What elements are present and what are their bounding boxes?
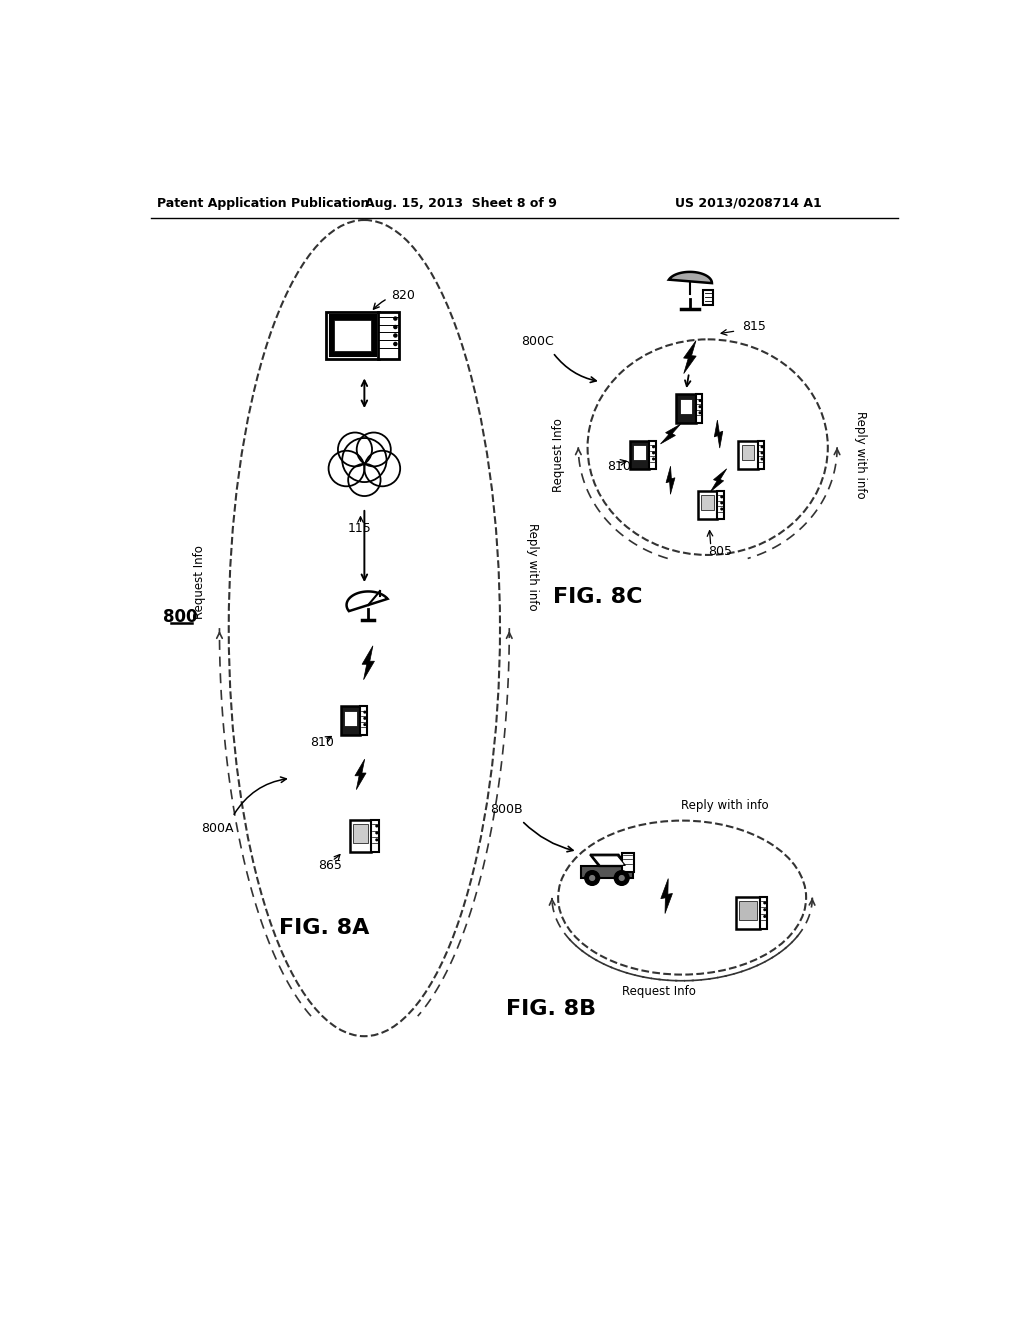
- Text: FIG. 8B: FIG. 8B: [506, 999, 596, 1019]
- Text: Aug. 15, 2013  Sheet 8 of 9: Aug. 15, 2013 Sheet 8 of 9: [366, 197, 557, 210]
- Circle shape: [348, 463, 381, 496]
- Text: Request Info: Request Info: [552, 418, 564, 492]
- Circle shape: [364, 723, 367, 726]
- Circle shape: [394, 334, 397, 337]
- Bar: [334, 321, 372, 351]
- Text: 800C: 800C: [521, 335, 554, 348]
- Bar: [372, 820, 379, 853]
- Text: 810: 810: [310, 735, 334, 748]
- Bar: [581, 866, 633, 878]
- Circle shape: [761, 445, 764, 449]
- Bar: [344, 710, 357, 726]
- Text: 800: 800: [164, 607, 198, 626]
- Bar: [717, 491, 724, 519]
- Bar: [378, 313, 399, 359]
- Circle shape: [763, 902, 766, 904]
- Bar: [349, 820, 372, 853]
- Text: 115: 115: [347, 521, 371, 535]
- Circle shape: [589, 874, 596, 882]
- Text: 805: 805: [708, 545, 732, 557]
- Text: DATA
NETWORK: DATA NETWORK: [333, 453, 396, 480]
- Text: Request Info: Request Info: [622, 985, 696, 998]
- Polygon shape: [711, 469, 727, 492]
- Polygon shape: [362, 645, 375, 680]
- Circle shape: [618, 874, 626, 882]
- Bar: [701, 495, 714, 510]
- Circle shape: [698, 412, 701, 414]
- Circle shape: [761, 458, 764, 461]
- Text: 865: 865: [317, 859, 342, 871]
- Circle shape: [364, 717, 367, 719]
- Text: Reply with info: Reply with info: [854, 411, 867, 499]
- Circle shape: [698, 405, 701, 408]
- Bar: [698, 491, 717, 519]
- Text: 820: 820: [391, 289, 416, 302]
- Bar: [352, 825, 369, 843]
- Bar: [633, 445, 646, 459]
- Polygon shape: [669, 272, 712, 284]
- Circle shape: [394, 317, 397, 321]
- Bar: [735, 896, 760, 929]
- Bar: [327, 313, 379, 359]
- Polygon shape: [590, 854, 627, 866]
- Circle shape: [365, 450, 400, 486]
- Polygon shape: [660, 879, 673, 913]
- Text: 800B: 800B: [489, 803, 522, 816]
- Circle shape: [763, 915, 766, 917]
- Polygon shape: [666, 466, 675, 494]
- Text: 800A: 800A: [201, 822, 233, 834]
- Bar: [738, 441, 758, 469]
- Circle shape: [364, 710, 367, 714]
- Circle shape: [394, 342, 397, 346]
- Text: Request Info: Request Info: [193, 545, 206, 619]
- Bar: [677, 395, 695, 422]
- Circle shape: [585, 871, 600, 886]
- Polygon shape: [715, 420, 723, 447]
- Circle shape: [652, 445, 655, 449]
- Bar: [760, 896, 767, 929]
- Circle shape: [614, 871, 629, 886]
- Circle shape: [356, 433, 391, 466]
- Bar: [739, 902, 757, 920]
- Circle shape: [720, 507, 723, 511]
- Text: Reply with info: Reply with info: [526, 523, 539, 610]
- Polygon shape: [346, 591, 388, 611]
- Text: Reply with info: Reply with info: [681, 799, 769, 812]
- Circle shape: [342, 438, 386, 482]
- Bar: [741, 445, 755, 459]
- Polygon shape: [660, 424, 681, 444]
- Bar: [695, 395, 702, 422]
- Bar: [703, 290, 714, 305]
- Circle shape: [720, 502, 723, 504]
- Circle shape: [698, 399, 701, 403]
- Polygon shape: [355, 759, 367, 789]
- Circle shape: [763, 908, 766, 911]
- Bar: [360, 706, 368, 735]
- Circle shape: [652, 451, 655, 454]
- Bar: [649, 441, 655, 469]
- Circle shape: [338, 433, 372, 466]
- Circle shape: [652, 458, 655, 461]
- Bar: [622, 854, 634, 871]
- Circle shape: [720, 495, 723, 499]
- Polygon shape: [684, 341, 696, 374]
- Text: 815: 815: [741, 319, 766, 333]
- Bar: [330, 315, 376, 355]
- Circle shape: [329, 450, 365, 486]
- Circle shape: [761, 451, 764, 454]
- Text: Patent Application Publication: Patent Application Publication: [158, 197, 370, 210]
- Circle shape: [375, 838, 378, 841]
- Circle shape: [375, 832, 378, 834]
- Bar: [630, 441, 649, 469]
- Text: FIG. 8C: FIG. 8C: [553, 587, 642, 607]
- Text: US 2013/0208714 A1: US 2013/0208714 A1: [675, 197, 821, 210]
- Polygon shape: [592, 855, 626, 866]
- Circle shape: [394, 326, 397, 329]
- Text: 810: 810: [607, 459, 631, 473]
- Circle shape: [375, 825, 378, 828]
- Bar: [758, 441, 764, 469]
- Bar: [341, 706, 360, 735]
- Text: FIG. 8A: FIG. 8A: [280, 919, 370, 939]
- Bar: [680, 399, 692, 413]
